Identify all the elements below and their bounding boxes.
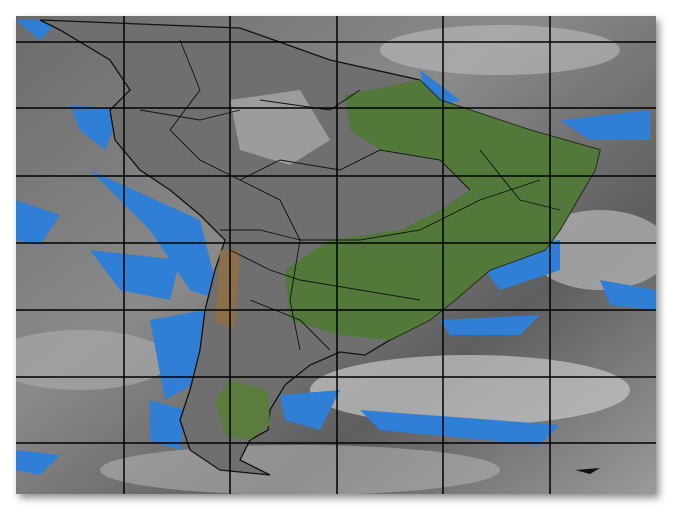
ocean <box>90 170 220 300</box>
ocean <box>360 410 560 445</box>
ocean <box>440 315 540 335</box>
cloud <box>310 355 630 425</box>
island <box>575 468 600 474</box>
vegetation <box>215 380 270 440</box>
cloud <box>380 25 620 75</box>
ocean <box>560 110 650 140</box>
ocean <box>16 200 60 245</box>
cloud <box>16 330 170 390</box>
grid <box>16 16 656 494</box>
borders <box>139 39 561 351</box>
ocean <box>90 250 180 300</box>
ocean <box>280 390 340 430</box>
ocean <box>16 450 60 475</box>
cloud <box>100 445 500 494</box>
cloud <box>530 210 656 290</box>
ocean <box>600 280 656 310</box>
ocean <box>150 400 185 450</box>
ocean <box>70 105 120 150</box>
